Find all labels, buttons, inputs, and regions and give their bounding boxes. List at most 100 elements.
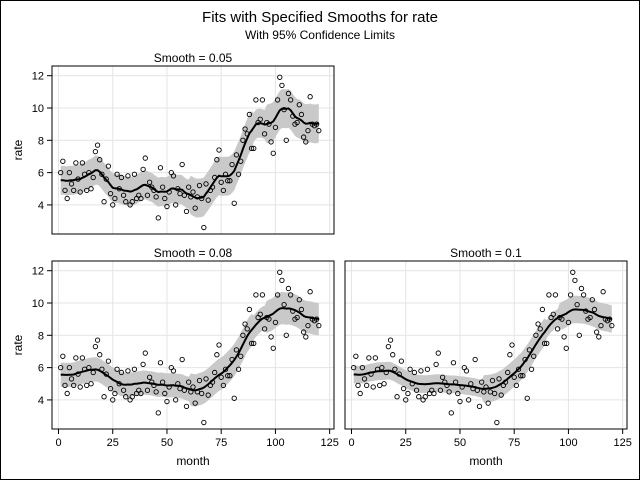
- data-point: [465, 397, 472, 403]
- confidence-band: [60, 89, 319, 218]
- data-point: [142, 155, 148, 161]
- data-point: [203, 181, 209, 187]
- data-point: [546, 292, 552, 298]
- data-point: [146, 179, 153, 185]
- data-point: [58, 169, 64, 176]
- data-point: [307, 289, 313, 295]
- data-point: [424, 366, 431, 372]
- data-point: [186, 184, 192, 190]
- panel-title: Smooth = 0.05: [154, 51, 233, 65]
- data-point: [107, 190, 114, 197]
- data-point: [268, 334, 274, 340]
- data-point: [296, 297, 302, 303]
- data-point: [227, 178, 233, 184]
- data-point: [227, 373, 233, 379]
- panel-title: Smooth = 0.1: [450, 246, 522, 260]
- data-point: [240, 137, 246, 143]
- data-point: [97, 157, 103, 163]
- data-point: [281, 301, 287, 308]
- data-point: [118, 369, 125, 376]
- data-point: [140, 166, 146, 173]
- y-tick-label: 8: [38, 135, 44, 147]
- data-point: [71, 187, 77, 194]
- data-point: [300, 134, 307, 140]
- data-point: [212, 369, 218, 376]
- data-point: [205, 197, 211, 203]
- data-point: [159, 184, 166, 190]
- data-point: [353, 353, 359, 359]
- data-point: [231, 200, 237, 206]
- data-point: [563, 345, 569, 351]
- data-point: [251, 145, 257, 152]
- x-tick-label: 50: [454, 437, 466, 449]
- data-point: [203, 376, 209, 382]
- data-point: [413, 387, 420, 393]
- data-point: [242, 126, 248, 132]
- panel-1: Smooth = 0.05 4 6 8 10 12 rate: [11, 51, 335, 235]
- y-axis-label: rate: [11, 334, 25, 355]
- data-point: [450, 360, 457, 366]
- data-point: [144, 192, 151, 198]
- data-point: [142, 350, 148, 356]
- data-point: [359, 364, 366, 371]
- data-point: [407, 366, 413, 372]
- data-point: [492, 390, 498, 397]
- data-point: [73, 160, 79, 166]
- data-point: [422, 394, 428, 400]
- data-point: [279, 82, 285, 89]
- data-point: [513, 382, 520, 389]
- data-point: [84, 382, 90, 389]
- data-point: [372, 355, 379, 361]
- data-point: [541, 340, 548, 347]
- x-tick-label: 25: [400, 437, 412, 449]
- data-point: [283, 137, 289, 143]
- data-point: [580, 292, 587, 298]
- data-point: [131, 366, 138, 372]
- data-point: [567, 292, 574, 298]
- data-point: [253, 292, 259, 298]
- chart-title: Fits with Specified Smooths for rate: [202, 9, 438, 26]
- data-point: [279, 277, 285, 284]
- data-point: [565, 319, 572, 326]
- data-point: [99, 171, 105, 177]
- data-point: [572, 277, 578, 284]
- panel-border: [51, 65, 335, 235]
- panel-2: Smooth = 0.08 0 25 50 75 100 125 month 4 6 8 10 12 ra…: [11, 246, 339, 468]
- data-point: [379, 364, 385, 371]
- data-point: [550, 311, 556, 317]
- data-point: [201, 419, 207, 426]
- data-point: [570, 269, 576, 275]
- data-point: [112, 390, 118, 397]
- data-point: [285, 90, 292, 97]
- data-point: [114, 171, 120, 177]
- data-point: [457, 398, 463, 405]
- data-point: [416, 394, 422, 400]
- data-point: [274, 292, 281, 298]
- y-axis-label: rate: [11, 139, 25, 160]
- data-point: [84, 187, 90, 194]
- data-point: [220, 382, 227, 389]
- data-point: [403, 397, 409, 403]
- data-point: [528, 366, 535, 372]
- data-point: [62, 382, 68, 389]
- data-point: [398, 358, 405, 364]
- x-tick-label: 100: [559, 437, 577, 449]
- data-point: [110, 397, 116, 403]
- data-point: [300, 329, 307, 335]
- data-point: [94, 142, 101, 148]
- data-point: [129, 199, 135, 205]
- data-point: [294, 314, 300, 321]
- data-point: [366, 355, 372, 361]
- data-point: [303, 334, 309, 340]
- data-point: [68, 181, 75, 187]
- data-point: [377, 382, 383, 389]
- data-point: [518, 373, 524, 379]
- data-point: [576, 332, 582, 338]
- data-point: [92, 148, 99, 155]
- data-point: [120, 192, 127, 198]
- fit-line: [353, 308, 613, 390]
- y-tick-label: 6: [38, 363, 44, 375]
- y-tick-label: 4: [38, 395, 44, 407]
- y-tick-label: 10: [32, 103, 44, 115]
- data-point: [296, 102, 302, 108]
